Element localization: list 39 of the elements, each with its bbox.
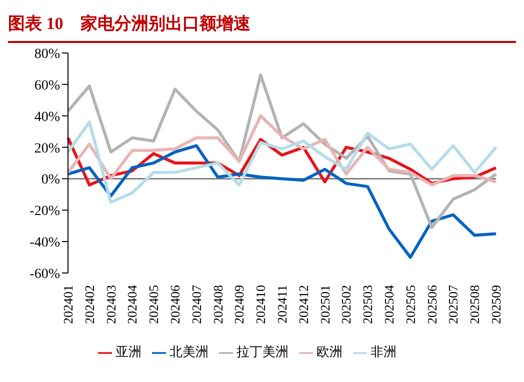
x-tick-label: 202505 <box>402 285 418 324</box>
x-tick-label: 202402 <box>82 285 97 324</box>
y-tick-label: 0% <box>41 172 60 188</box>
x-tick-label: 202406 <box>168 284 182 324</box>
x-tick-label: 202404 <box>124 284 140 324</box>
x-tick-label: 202504 <box>382 284 396 324</box>
y-tick-label: 40% <box>34 110 60 125</box>
legend-label: 北美洲 <box>170 344 208 359</box>
x-tick-label: 202503 <box>360 285 376 324</box>
y-tick-label: -20% <box>30 204 60 220</box>
x-tick-label: 202401 <box>60 285 76 324</box>
x-tick-label: 202509 <box>488 285 504 324</box>
x-tick-label: 202408 <box>210 285 226 324</box>
x-tick-label: 202403 <box>103 285 118 324</box>
x-tick-label: 202411 <box>274 285 290 324</box>
legend-label: 非洲 <box>370 344 396 359</box>
x-tick-label: 202410 <box>253 285 268 324</box>
x-tick-label: 202501 <box>317 285 332 324</box>
line-series <box>66 120 498 204</box>
y-tick-label: -40% <box>30 236 60 251</box>
x-tick-label: 202507 <box>446 284 461 324</box>
legend-label: 亚洲 <box>116 344 142 359</box>
line-series <box>66 114 498 186</box>
x-tick-label: 202405 <box>146 285 162 324</box>
line-series <box>66 144 498 259</box>
x-tick-label: 202412 <box>296 285 311 324</box>
x-tick-label: 202407 <box>188 284 204 324</box>
line-series <box>66 74 498 229</box>
x-tick-label: 202502 <box>338 285 354 324</box>
y-tick-label: 20% <box>34 141 60 156</box>
y-tick-label: -60% <box>30 266 60 282</box>
x-tick-label: 202409 <box>232 285 247 324</box>
legend-label: 欧洲 <box>316 344 342 359</box>
y-tick-label: 80% <box>34 46 60 62</box>
x-tick-label: 202508 <box>467 285 482 324</box>
x-tick-label: 202506 <box>424 284 440 324</box>
chart-title: 图表 10 家电分洲别出口额增速 <box>8 8 516 43</box>
y-tick-label: 60% <box>34 78 60 94</box>
legend-label: 拉丁美洲 <box>236 344 288 359</box>
